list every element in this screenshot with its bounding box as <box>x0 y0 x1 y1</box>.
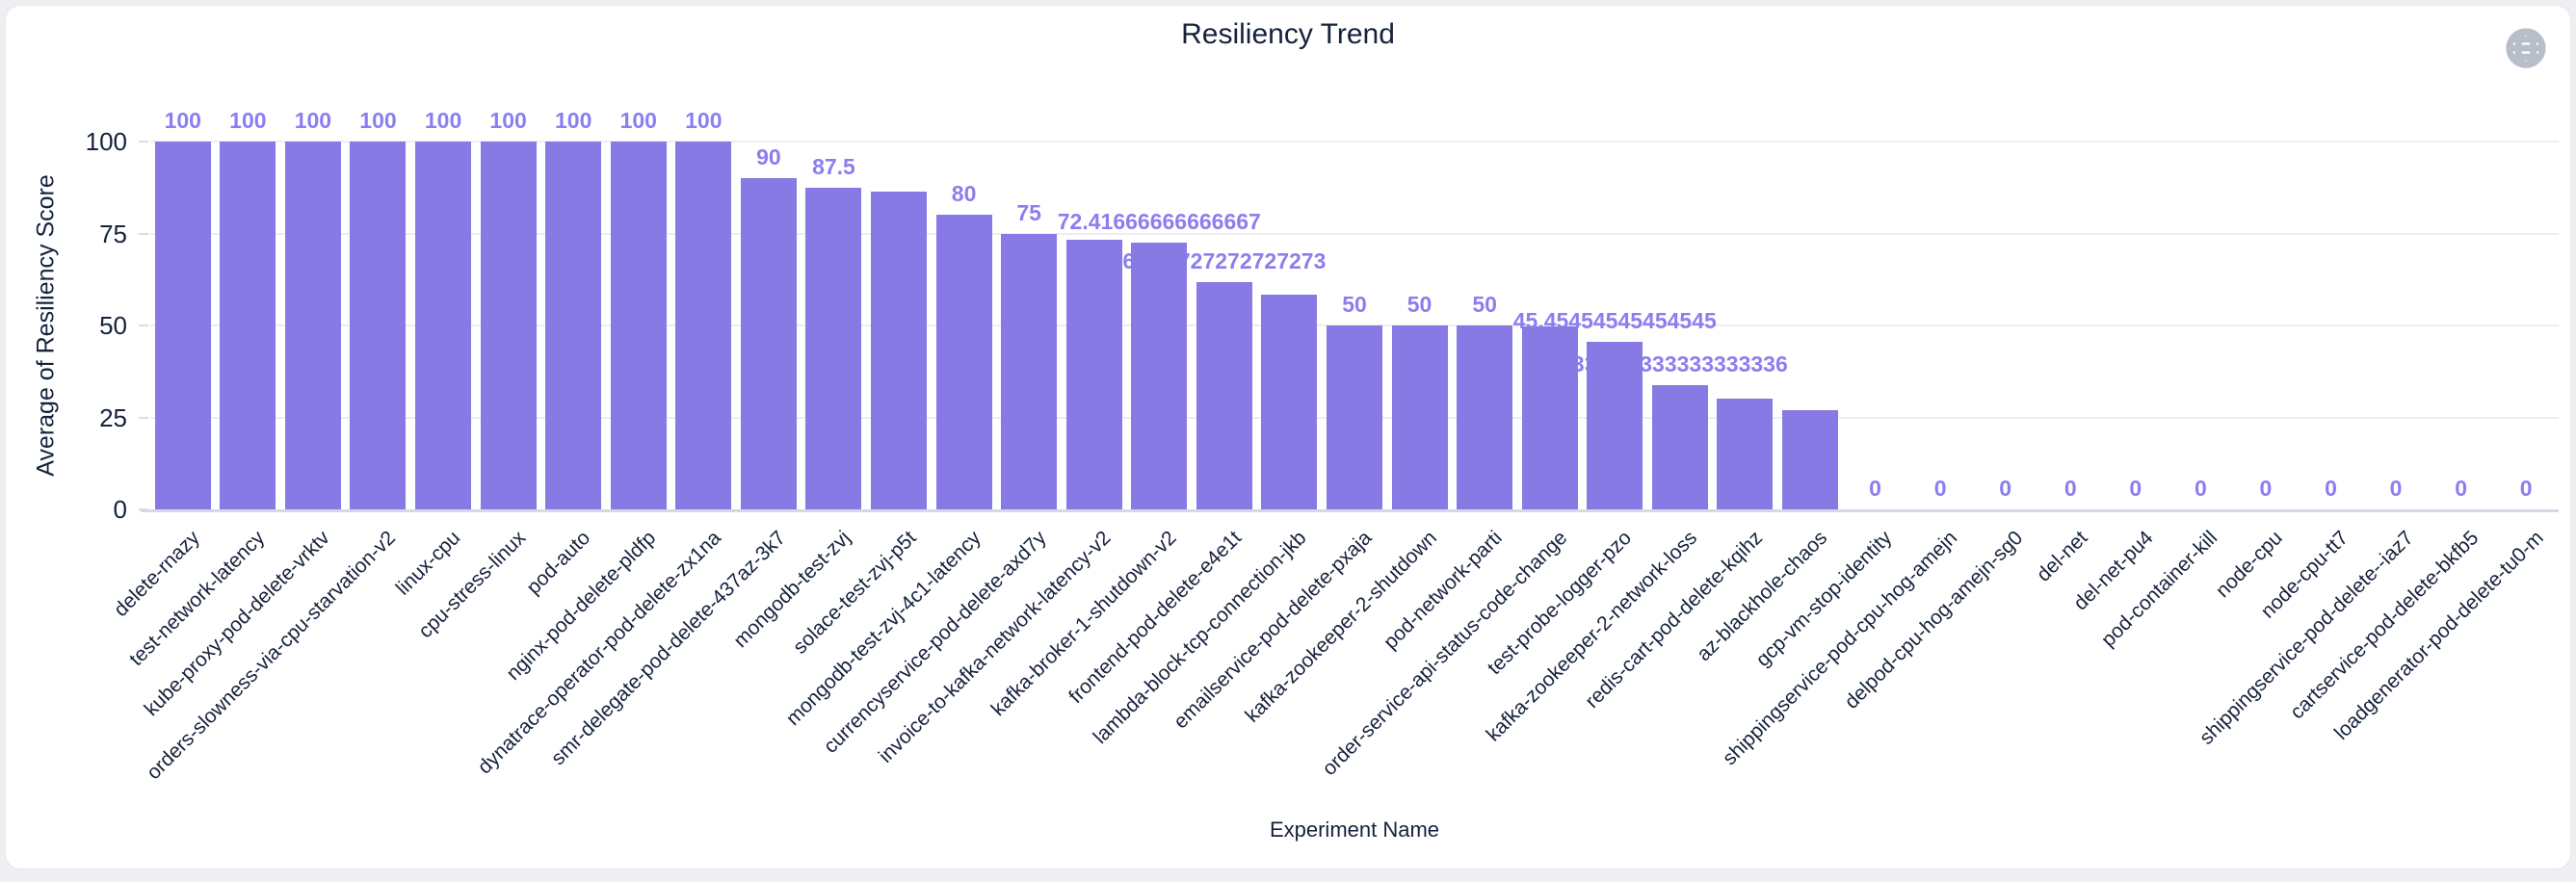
bar[interactable] <box>1391 325 1448 509</box>
bar[interactable] <box>284 142 341 509</box>
bar[interactable] <box>350 142 407 509</box>
y-tick-label: 75 <box>99 219 127 248</box>
bar[interactable] <box>545 142 602 509</box>
bar-value-label: 80 <box>951 181 977 207</box>
y-tick-label: 25 <box>99 402 127 432</box>
bar[interactable] <box>154 142 211 509</box>
plot-area: 100 100 100 100 100 100 100 100 100 90 87.5 80 75 72.… <box>141 108 2559 512</box>
bar-value-label: 0 <box>1869 476 1881 501</box>
bar-value-label: 90 <box>756 144 781 170</box>
bar-value-label: 87.5 <box>812 153 855 179</box>
bar-value-label: 0 <box>1999 476 2012 501</box>
x-tick-label: shippingservice-pod-cpu-hog-amejn <box>1719 527 1962 770</box>
bar-value-label: 0 <box>2455 476 2468 501</box>
bar[interactable] <box>1717 399 1774 509</box>
bar-value-label: 0 <box>2389 476 2403 501</box>
bar-value-label: 0 <box>2129 476 2142 501</box>
bar-value-label: 75 <box>1016 199 1041 225</box>
bar[interactable] <box>1651 384 1708 509</box>
bar-value-label: 100 <box>229 108 267 133</box>
bar-value-label: 100 <box>424 108 462 133</box>
bar[interactable] <box>805 187 862 509</box>
bar-value-label: 0 <box>2063 476 2077 501</box>
bar-value-label: 72.41666666666667 <box>1057 209 1261 235</box>
bar-value-label: 0 <box>2259 476 2273 501</box>
bar[interactable] <box>1261 294 1318 509</box>
chart-title: Resiliency Trend <box>1181 18 1395 50</box>
x-tick-label: pod-container-kill <box>2097 527 2222 652</box>
x-axis-title: Experiment Name <box>1269 817 1440 842</box>
bar[interactable] <box>935 215 992 509</box>
bar[interactable] <box>1457 325 1513 509</box>
bar[interactable] <box>480 142 537 509</box>
bar[interactable] <box>675 142 732 509</box>
bar-value-label: 100 <box>619 108 657 133</box>
bar[interactable] <box>871 192 928 509</box>
bar-value-label: 0 <box>1933 476 1947 501</box>
x-axis-baseline <box>141 509 2559 512</box>
y-tick-label: 0 <box>113 495 127 524</box>
bar-value-label: 100 <box>164 108 201 133</box>
bar-value-label: 50 <box>1472 292 1497 317</box>
bar-value-label: 0 <box>2519 476 2533 501</box>
bar-value-label: 100 <box>294 108 332 133</box>
y-tick-label: 100 <box>85 127 127 156</box>
bar-value-label: 100 <box>685 108 723 133</box>
gridline <box>150 232 2559 235</box>
bar[interactable] <box>1781 409 1838 509</box>
y-tick-label: 50 <box>99 311 127 340</box>
bar-value-label: 100 <box>555 108 592 133</box>
y-tick-mark <box>139 141 148 143</box>
bar[interactable] <box>1131 243 1188 509</box>
bar[interactable] <box>610 142 667 509</box>
bar-value-label: 100 <box>489 108 527 133</box>
x-tick-label: dynatrace-operator-pod-delete-zx1na <box>473 527 725 779</box>
bar-value-label: 100 <box>359 108 397 133</box>
x-tick-label: order-service-api-status-code-change <box>1317 527 1571 781</box>
bar[interactable] <box>1001 233 1058 509</box>
x-tick-label: mongodb-test-zvj <box>729 527 855 653</box>
chart-card: Resiliency Trend Average of Resiliency S… <box>5 5 2571 869</box>
bar[interactable] <box>1587 342 1643 509</box>
bar[interactable] <box>1327 325 1382 509</box>
bar-value-label: 50 <box>1406 292 1433 317</box>
x-tick-label: invoice-to-kafka-network-latency-v2 <box>875 527 1116 767</box>
globe-icon-svg <box>2506 28 2546 68</box>
bar[interactable] <box>1196 282 1252 509</box>
x-tick-label: solace-test-zvj-p5t <box>788 527 921 659</box>
x-tick-label: del-net <box>2032 527 2092 586</box>
bar-value-label: 0 <box>2325 476 2337 501</box>
bar[interactable] <box>415 142 472 509</box>
y-tick-mark <box>139 232 148 235</box>
bar[interactable] <box>740 178 797 509</box>
x-tick-label: smr-delegate-pod-delete-437az-3k7 <box>546 527 791 770</box>
bar[interactable] <box>220 142 276 509</box>
x-tick-label: pod-network-parti <box>1379 527 1507 654</box>
gridline <box>150 141 2559 143</box>
x-axis: delete-rnazy test-network-latency kube-pro… <box>110 527 2559 835</box>
y-tick-mark <box>139 324 148 326</box>
bar[interactable] <box>1521 326 1578 509</box>
globe-icon[interactable] <box>2503 25 2549 71</box>
bar-value-label: 50 <box>1342 292 1367 317</box>
y-tick-mark <box>139 416 148 419</box>
bar-value-label: 0 <box>2194 476 2207 501</box>
bar[interactable] <box>1065 239 1122 509</box>
